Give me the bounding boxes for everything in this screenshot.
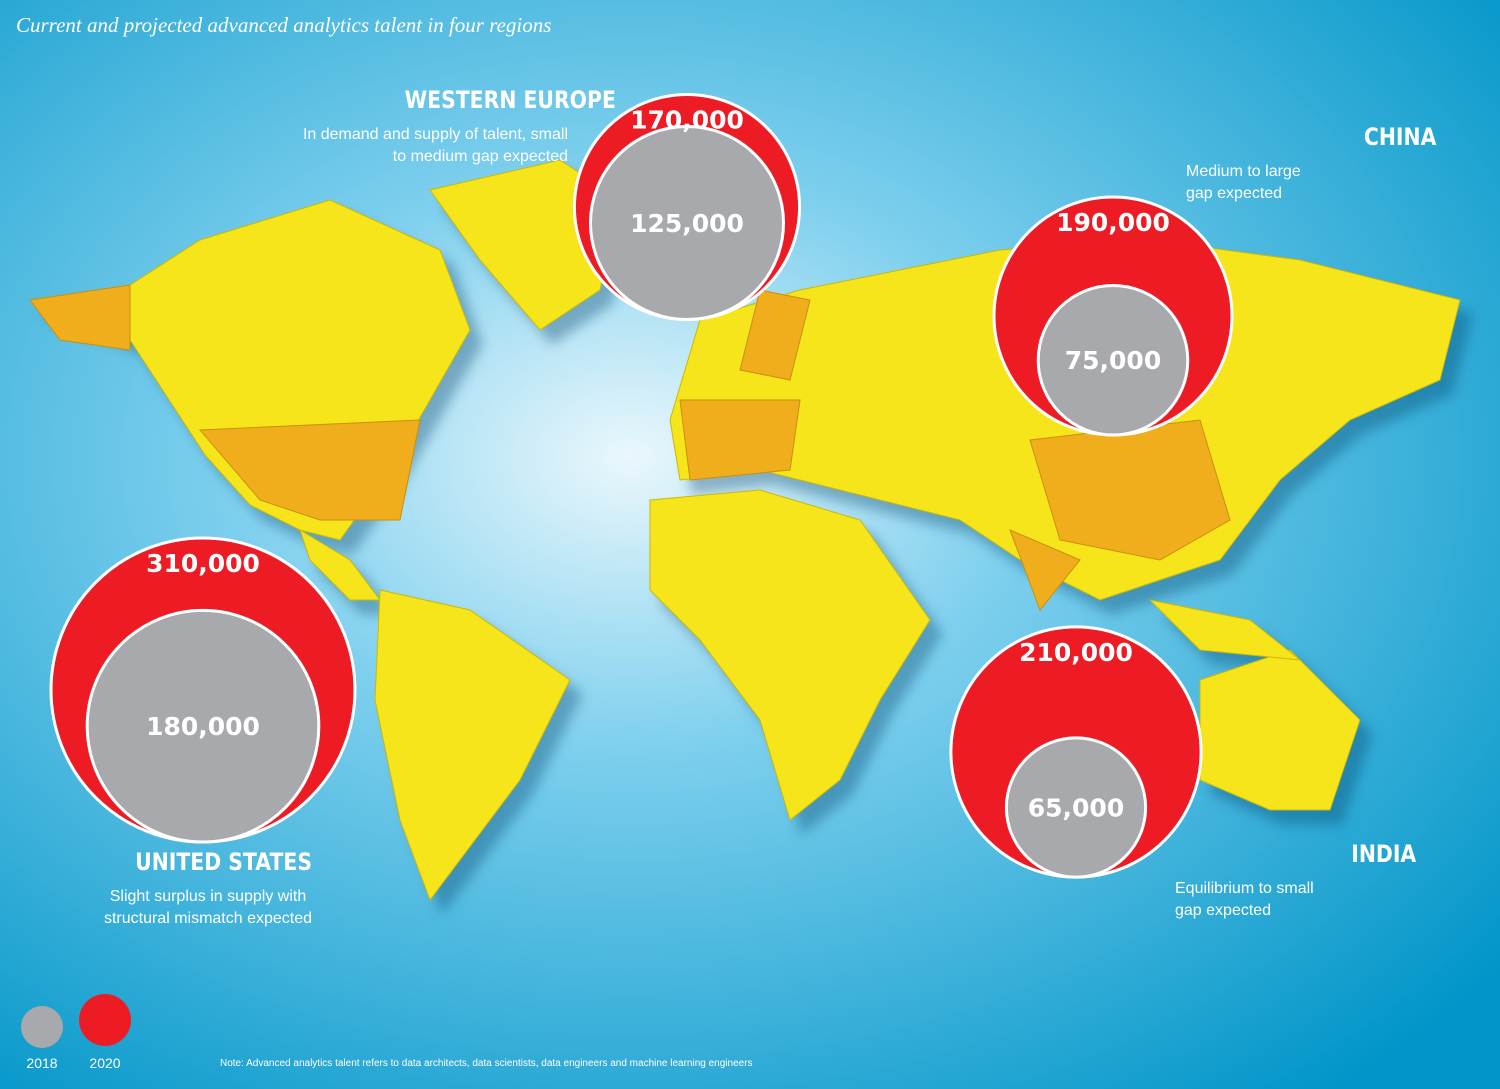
region-description: In demand and supply of talent, small xyxy=(303,126,568,143)
value-label-2020: 210,000 xyxy=(1019,638,1133,667)
legend-label: 2020 xyxy=(89,1055,120,1071)
value-label-2020: 170,000 xyxy=(630,105,744,134)
legend-swatch xyxy=(21,1006,63,1048)
region-description: Slight surplus in supply with xyxy=(110,888,307,905)
region-description: to medium gap expected xyxy=(393,148,568,165)
bubble-2018 xyxy=(1036,283,1190,437)
bubble-2018 xyxy=(85,608,321,844)
region-description: Medium to large xyxy=(1186,163,1301,180)
value-label-2018: 65,000 xyxy=(1028,794,1124,823)
title: Current and projected advanced analytics… xyxy=(16,13,551,37)
region-name: INDIA xyxy=(1351,840,1417,868)
value-label-2018: 75,000 xyxy=(1065,346,1161,375)
region-description: structural mismatch expected xyxy=(104,910,312,927)
bubble-2018 xyxy=(1004,736,1148,879)
legend-swatch xyxy=(79,994,131,1046)
region-name: CHINA xyxy=(1364,123,1437,151)
note: Note: Advanced analytics talent refers t… xyxy=(220,1058,753,1069)
highlighted-countries xyxy=(29,284,1231,611)
region-name: WESTERN EUROPE xyxy=(405,86,616,114)
region-name: UNITED STATES xyxy=(135,848,312,876)
region-description: gap expected xyxy=(1186,185,1282,202)
value-label-2018: 125,000 xyxy=(630,209,744,238)
value-label-2020: 310,000 xyxy=(146,549,260,578)
value-label-2018: 180,000 xyxy=(146,712,260,741)
value-label-2020: 190,000 xyxy=(1056,208,1170,237)
bubble-2018 xyxy=(588,125,786,322)
legend-label: 2018 xyxy=(26,1055,57,1071)
region-description: Equilibrium to small xyxy=(1175,880,1314,897)
region-description: gap expected xyxy=(1175,902,1271,919)
